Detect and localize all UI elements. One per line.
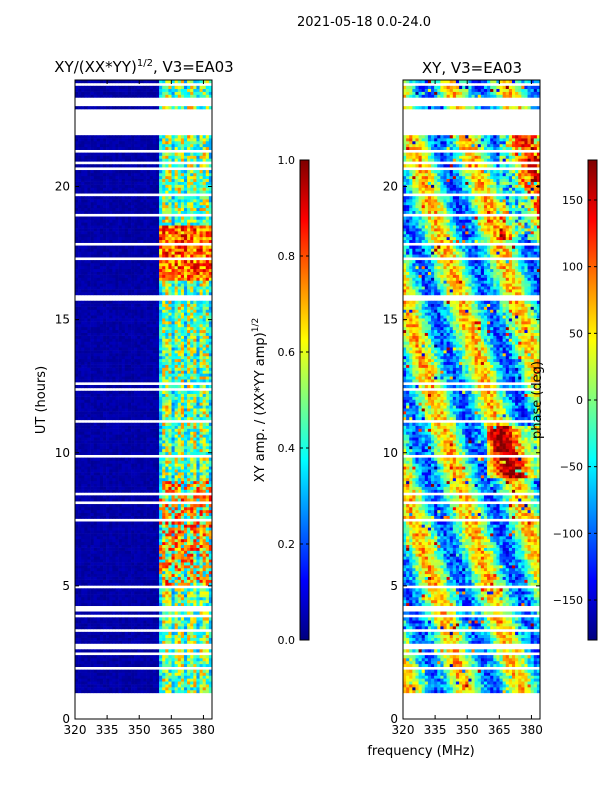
colorbar-tick-label: 0.8 [278,250,296,263]
y-tick-label: 15 [383,313,398,327]
colorbar-tick-label: 0.2 [278,538,296,551]
colorbar-tick-label: 1.0 [278,154,296,167]
y-tick-label: 0 [62,712,70,726]
amplitude-axes: 320 335 350 365 380 0 5 10 15 20 [55,80,215,737]
colorbar-tick-label: 0 [576,394,583,407]
amplitude-colorbar-gradient [299,159,310,641]
amplitude-colorbar: 0.0 0.2 0.4 0.6 0.8 1.0 XY amp. / (XX*YY amp)… [251,154,310,647]
x-tick-label: 380 [192,723,215,737]
phase-colorbar: −150 −100 −50 0 50 100 150 phase (deg) [530,159,598,641]
x-tick-label: 335 [424,723,447,737]
phase-colorbar-ticks: −150 −100 −50 0 50 100 150 [553,194,597,607]
x-tick-label: 365 [488,723,511,737]
x-tick-label: 365 [160,723,183,737]
colorbar-tick-label: 150 [562,194,583,207]
phase-title: XY, V3=EA03 [422,59,522,77]
amplitude-heatmap [75,80,212,694]
colorbar-tick-label: 100 [562,261,583,274]
phase-plot: XY, V3=EA03 320 335 350 365 380 0 5 10 15 20 freq… [367,59,543,759]
amplitude-plot: XY/(XX*YY)1/2, V3=EA03 320 335 350 365 380 0 5… [34,58,234,737]
y-tick-label: 0 [390,712,398,726]
y-tick-label: 5 [62,579,70,593]
x-tick-label: 320 [392,723,415,737]
y-tick-label: 10 [383,446,398,460]
x-tick-label: 350 [128,723,151,737]
phase-xlabel: frequency (MHz) [367,744,474,759]
colorbar-tick-label: −100 [553,527,583,540]
y-tick-label: 10 [55,446,70,460]
phase-frame [402,79,541,720]
x-tick-label: 320 [64,723,87,737]
colorbar-tick-label: −150 [553,594,583,607]
phase-axes: 320 335 350 365 380 0 5 10 15 20 [383,80,543,737]
y-tick-label: 5 [390,579,398,593]
x-tick-label: 350 [456,723,479,737]
colorbar-tick-label: 50 [569,327,583,340]
amplitude-colorbar-ticks: 0.0 0.2 0.4 0.6 0.8 1.0 [278,154,309,647]
y-tick-label: 20 [383,180,398,194]
colorbar-tick-label: −50 [560,461,583,474]
figure-title: 2021-05-18 0.0-24.0 [297,15,431,30]
x-tick-label: 335 [96,723,119,737]
amplitude-frame [74,79,213,720]
phase-heatmap [403,80,540,694]
amplitude-ylabel: UT (hours) [34,366,49,434]
colorbar-tick-label: 0.0 [278,634,296,647]
y-tick-label: 20 [55,180,70,194]
colorbar-tick-label: 0.4 [278,442,296,455]
x-tick-label: 380 [520,723,543,737]
phase-colorbar-label: phase (deg) [530,361,545,439]
colorbar-tick-label: 0.6 [278,346,296,359]
y-tick-label: 15 [55,313,70,327]
amplitude-title: XY/(XX*YY)1/2, V3=EA03 [54,58,233,76]
amplitude-colorbar-label: XY amp. / (XX*YY amp)1/2 [251,318,268,482]
